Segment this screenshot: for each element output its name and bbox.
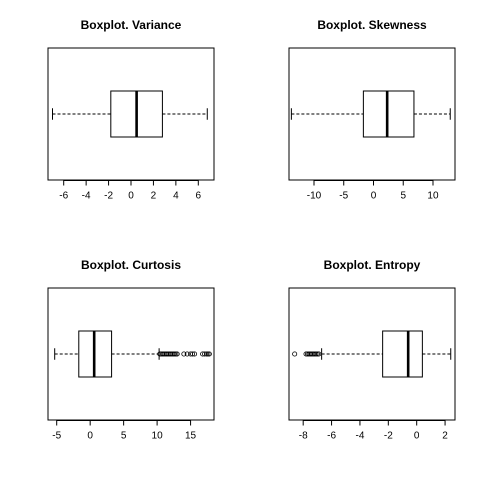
x-tick-label: 0 xyxy=(87,431,93,442)
x-tick-label: -6 xyxy=(327,431,336,442)
panel-title: Boxplot. Skewness xyxy=(317,18,427,32)
x-tick-label: -4 xyxy=(82,191,91,202)
iqr-box xyxy=(362,90,415,138)
x-tick-label: 10 xyxy=(152,431,164,442)
x-tick-label: -5 xyxy=(52,431,61,442)
outlier-point xyxy=(190,351,196,357)
outlier-point xyxy=(202,351,208,357)
x-tick-label: -6 xyxy=(59,191,68,202)
x-tick-label: 5 xyxy=(400,191,406,202)
x-tick-label: -2 xyxy=(104,191,113,202)
x-tick-label: -2 xyxy=(384,431,393,442)
x-tick-label: 0 xyxy=(371,191,377,202)
outlier-point xyxy=(206,351,212,357)
outlier-point xyxy=(314,351,320,357)
boxplot-panel: Boxplot. Skewness -10 -5 0 5 10 xyxy=(288,18,456,202)
x-tick-label: 0 xyxy=(414,431,420,442)
x-tick-label: 10 xyxy=(427,191,439,202)
outlier-point xyxy=(184,351,190,357)
x-tick-label: -4 xyxy=(355,431,364,442)
panel-title: Boxplot. Entropy xyxy=(324,258,421,272)
x-tick-label: 5 xyxy=(121,431,127,442)
outlier-point xyxy=(181,351,187,357)
boxplot-panel: Boxplot. Variance -6 -4 -2 0 2 4 6 xyxy=(47,18,215,202)
boxplot-panel: Boxplot. Curtosis -5 0 5 10 15 xyxy=(47,258,215,442)
panel-title: Boxplot. Curtosis xyxy=(81,258,181,272)
x-tick-label: 2 xyxy=(442,431,448,442)
panel-title: Boxplot. Variance xyxy=(81,18,182,32)
x-tick-label: 2 xyxy=(151,191,157,202)
outlier-point xyxy=(292,351,298,357)
x-tick-label: 0 xyxy=(128,191,134,202)
outlier-point xyxy=(192,351,198,357)
x-tick-label: 15 xyxy=(185,431,197,442)
boxplot-panel: Boxplot. Entropy -8 -6 -4 -2 0 2 xyxy=(288,258,456,442)
outlier-point xyxy=(313,351,319,357)
x-tick-label: 4 xyxy=(173,191,179,202)
outlier-point xyxy=(316,351,322,357)
x-tick-label: 6 xyxy=(196,191,202,202)
iqr-box xyxy=(382,330,423,378)
outlier-point xyxy=(174,351,180,357)
x-tick-label: -5 xyxy=(339,191,348,202)
x-tick-label: -10 xyxy=(307,191,322,202)
x-tick-label: -8 xyxy=(299,431,308,442)
